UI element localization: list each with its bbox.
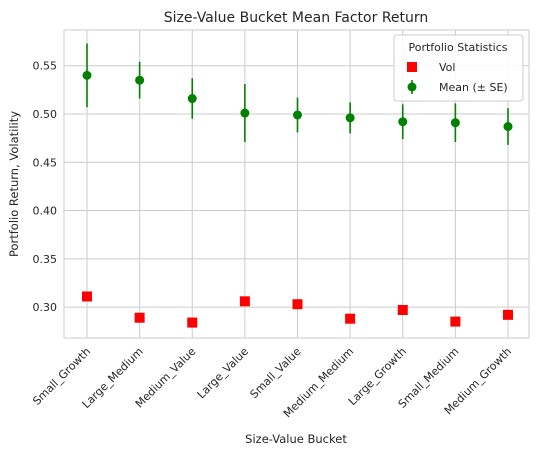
mean-point xyxy=(450,118,460,128)
mean-point xyxy=(240,108,250,118)
legend-box xyxy=(393,34,524,102)
vol-point xyxy=(450,316,461,327)
mean-point xyxy=(135,75,145,85)
y-tick-label: 0.40 xyxy=(33,205,58,218)
vol-point xyxy=(239,296,250,307)
y-tick-label: 0.50 xyxy=(33,108,58,121)
legend-mean-marker xyxy=(407,82,417,92)
x-tick-label: Small_Value xyxy=(248,345,304,401)
vol-point xyxy=(345,313,356,324)
mean-point xyxy=(398,117,408,127)
x-tick-label: Large_Value xyxy=(195,345,251,401)
y-tick-label: 0.30 xyxy=(33,301,58,314)
vol-point xyxy=(292,299,303,310)
vol-point xyxy=(82,291,92,302)
vol-point xyxy=(134,312,145,323)
chart-title: Size-Value Bucket Mean Factor Return xyxy=(164,10,429,26)
vol-point xyxy=(503,309,513,320)
vol-point xyxy=(187,317,198,328)
y-tick-label: 0.35 xyxy=(33,253,58,266)
legend: Portfolio Statistics Vol Mean (± SE) xyxy=(393,34,524,102)
mean-point xyxy=(293,110,302,120)
legend-vol-marker xyxy=(407,62,417,72)
legend-vol-label: Vol xyxy=(439,61,455,74)
mean-point xyxy=(345,113,355,123)
legend-title: Portfolio Statistics xyxy=(408,41,507,54)
mean-point xyxy=(187,94,197,104)
vol-point xyxy=(397,305,408,315)
x-axis-label: Size-Value Bucket xyxy=(245,432,347,446)
mean-point xyxy=(503,122,513,132)
mean-point xyxy=(82,70,92,80)
y-axis-label: Portfolio Return, Volatility xyxy=(7,111,21,257)
y-tick-label: 0.55 xyxy=(33,60,58,73)
y-tick-label: 0.45 xyxy=(33,156,58,169)
legend-mean-label: Mean (± SE) xyxy=(439,81,508,94)
plot-frame xyxy=(63,29,530,339)
